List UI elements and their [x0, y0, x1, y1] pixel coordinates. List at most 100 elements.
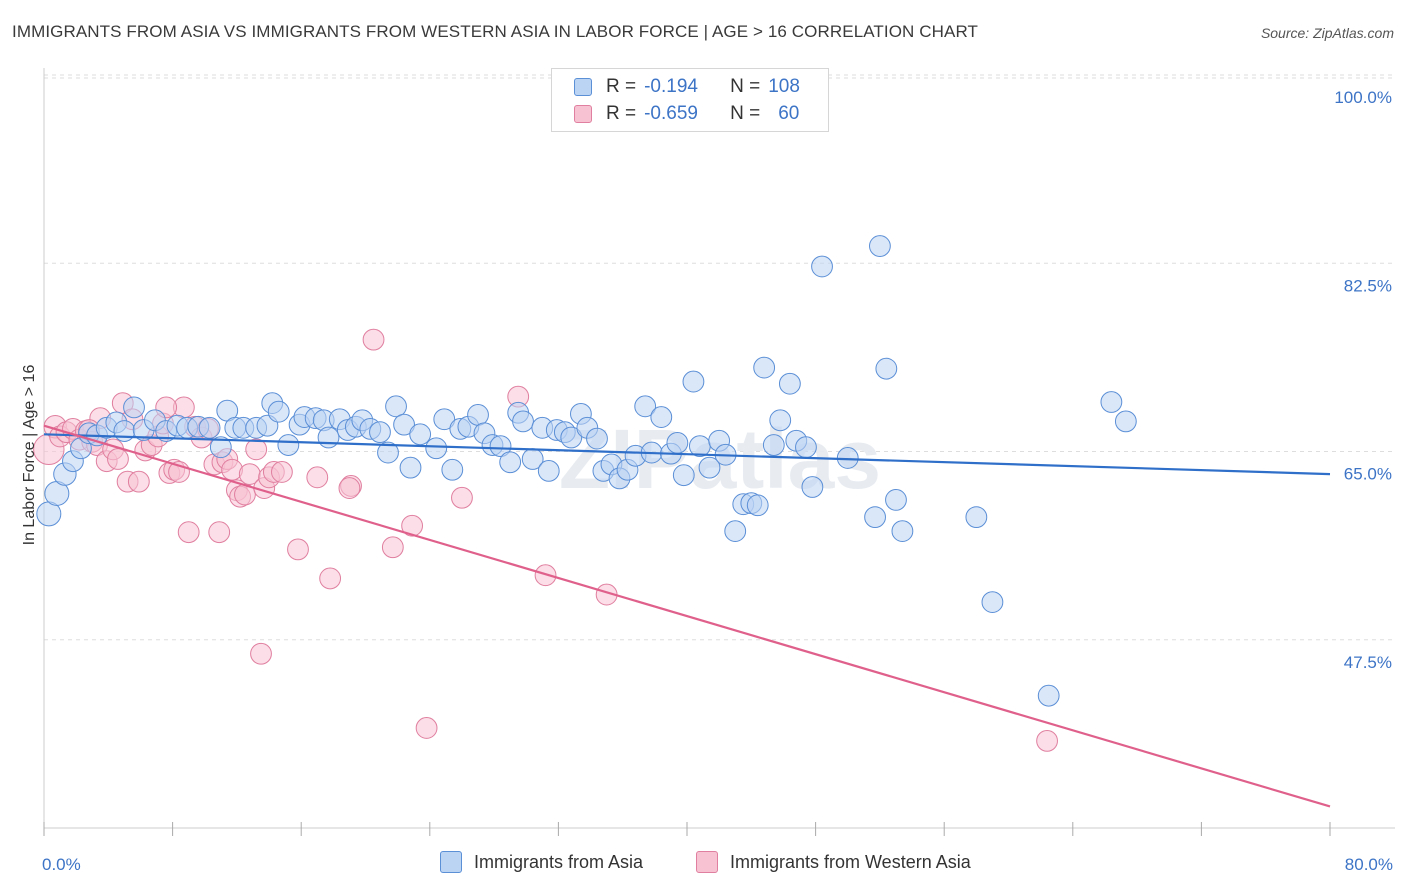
- swatch-asia: [574, 78, 592, 96]
- y-tick-label: 82.5%: [1344, 276, 1392, 295]
- n-value-asia: 108: [768, 76, 800, 97]
- point-asia: [965, 506, 988, 529]
- point-western-asia: [250, 642, 272, 665]
- point-asia: [433, 408, 456, 431]
- point-asia: [499, 451, 522, 474]
- point-asia: [778, 372, 801, 395]
- n-value-western-asia: 60: [778, 103, 800, 124]
- point-asia: [724, 520, 747, 543]
- point-asia: [769, 409, 792, 432]
- point-asia: [698, 456, 721, 479]
- n-label: N =: [730, 103, 761, 124]
- point-asia: [441, 458, 464, 481]
- point-asia: [317, 426, 340, 449]
- y-tick-label: 47.5%: [1344, 653, 1392, 672]
- stats-row-asia: R = -0.194 N = 108: [574, 75, 800, 99]
- point-asia: [467, 404, 489, 426]
- point-asia: [393, 413, 415, 436]
- point-asia: [634, 395, 657, 418]
- grid-lines: [44, 74, 1395, 641]
- y-axis-label: In Labor Force | Age > 16: [21, 365, 38, 546]
- point-western-asia: [1036, 729, 1058, 752]
- point-asia: [123, 396, 145, 419]
- point-asia: [385, 395, 407, 418]
- y-tick-label: 100.0%: [1334, 88, 1392, 107]
- point-western-asia: [338, 477, 361, 499]
- trend-line-western-asia: [43, 424, 1331, 808]
- point-asia: [666, 431, 689, 454]
- stats-row-western-asia: R = -0.659 N = 60: [574, 102, 799, 126]
- legend-swatch-western-asia: [696, 851, 718, 873]
- y-tick-label: 65.0%: [1344, 465, 1392, 484]
- point-asia: [399, 456, 422, 479]
- point-asia: [762, 434, 785, 456]
- point-asia: [1114, 410, 1137, 433]
- x-tick-label: 80.0%: [1345, 855, 1393, 874]
- r-label: R =: [606, 103, 637, 124]
- point-western-asia: [362, 328, 385, 351]
- point-asia: [537, 459, 560, 482]
- point-asia: [891, 520, 914, 543]
- legend-item-asia: Immigrants from Asia: [440, 851, 643, 873]
- point-asia: [560, 426, 583, 449]
- point-asia: [811, 255, 833, 278]
- point-asia: [512, 410, 534, 433]
- chart-title: IMMIGRANTS FROM ASIA VS IMMIGRANTS FROM …: [12, 22, 979, 41]
- legend-label-western-asia: Immigrants from Western Asia: [730, 851, 971, 872]
- r-value-western-asia: -0.659: [644, 103, 698, 124]
- point-western-asia: [451, 486, 473, 509]
- point-asia: [113, 420, 136, 442]
- tick-labels: 100.0% 82.5% 65.0% 47.5% 0.0% 80.0% In Labor F…: [21, 88, 1393, 874]
- point-asia: [875, 357, 898, 380]
- point-asia: [409, 423, 432, 446]
- stats-box: R = -0.194 N = 108 R = -0.659 N = 60: [551, 68, 829, 132]
- point-asia: [1100, 391, 1123, 413]
- point-asia: [586, 427, 608, 450]
- point-asia: [672, 464, 695, 487]
- point-western-asia: [401, 514, 424, 537]
- point-asia: [277, 434, 300, 456]
- point-western-asia: [271, 461, 293, 483]
- point-asia: [981, 591, 1004, 613]
- point-asia: [425, 437, 448, 460]
- legend-item-western-asia: Immigrants from Western Asia: [696, 851, 971, 873]
- point-western-asia: [415, 717, 438, 739]
- trend-lines: [43, 424, 1331, 808]
- point-asia: [489, 435, 512, 458]
- r-label: R =: [606, 76, 637, 97]
- point-asia: [869, 235, 891, 257]
- swatch-western-asia: [574, 105, 592, 123]
- point-asia: [1037, 684, 1060, 707]
- point-western-asia: [177, 521, 200, 544]
- point-asia: [209, 436, 232, 459]
- point-western-asia: [381, 536, 404, 559]
- series-asia-points: [36, 235, 1137, 707]
- point-asia: [795, 436, 817, 459]
- point-asia: [377, 441, 399, 464]
- legend-swatch-asia: [440, 851, 462, 873]
- point-western-asia: [287, 538, 309, 561]
- x-tick-label: 0.0%: [42, 855, 81, 874]
- n-label: N =: [730, 76, 761, 97]
- legend-label-asia: Immigrants from Asia: [474, 851, 644, 872]
- r-value-asia: -0.194: [644, 76, 698, 97]
- point-western-asia: [107, 448, 129, 470]
- point-asia: [369, 421, 391, 444]
- trend-line-asia: [43, 433, 1331, 476]
- point-asia: [650, 406, 673, 428]
- point-western-asia: [208, 521, 231, 544]
- point-western-asia: [245, 438, 268, 461]
- point-asia: [864, 506, 886, 529]
- point-asia: [885, 489, 907, 511]
- point-asia: [753, 356, 776, 379]
- point-asia: [801, 476, 824, 498]
- point-asia: [198, 416, 221, 439]
- point-western-asia: [319, 567, 342, 590]
- point-asia: [682, 370, 705, 393]
- point-western-asia: [127, 470, 150, 493]
- point-asia: [746, 494, 769, 517]
- point-asia: [267, 400, 290, 423]
- point-western-asia: [306, 466, 329, 489]
- chart-source: Source: ZipAtlas.com: [1260, 25, 1394, 41]
